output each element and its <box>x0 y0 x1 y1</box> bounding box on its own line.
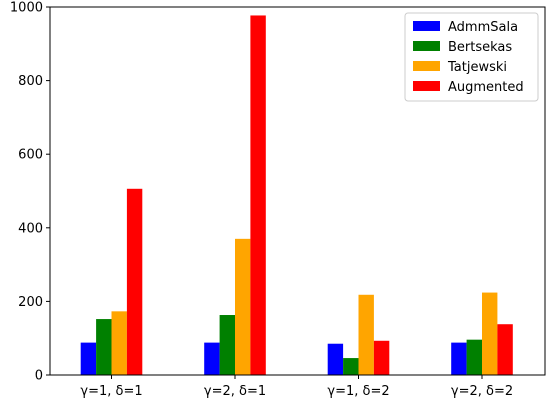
legend-swatch <box>413 81 440 91</box>
legend-swatch <box>413 41 440 51</box>
legend-label: AdmmSala <box>448 20 518 35</box>
legend-swatch <box>413 61 440 71</box>
legend-label: Tatjewski <box>447 60 507 75</box>
bar-bertsekas-3 <box>466 339 482 375</box>
plot-frame <box>49 6 546 376</box>
y-tick-label: 0 <box>35 369 43 384</box>
legend-swatch <box>413 21 440 31</box>
y-tick-label: 800 <box>18 74 43 89</box>
legend-label: Augmented <box>448 80 524 95</box>
bar-admmsala-3 <box>451 342 467 375</box>
y-tick-label: 400 <box>18 221 43 236</box>
y-tick-label: 1000 <box>10 1 43 16</box>
bar-augmented-1 <box>250 15 266 376</box>
bars-layer <box>80 15 513 376</box>
bar-tatjewski-1 <box>235 238 251 375</box>
legend-label: Bertsekas <box>448 40 512 55</box>
bar-bertsekas-0 <box>96 319 112 375</box>
x-tick-label: γ=2, δ=2 <box>451 384 513 399</box>
bar-admmsala-2 <box>327 343 344 375</box>
y-tick-label: 600 <box>18 148 43 163</box>
x-axis: γ=1, δ=1 γ=2, δ=1 γ=1, δ=2 γ=2, δ=2 <box>80 375 513 399</box>
x-tick-label: γ=1, δ=2 <box>327 384 389 399</box>
bar-tatjewski-2 <box>358 294 374 375</box>
bar-augmented-0 <box>126 188 143 375</box>
legend-box <box>404 12 539 102</box>
y-axis: 0 200 400 600 800 1000 <box>10 1 50 384</box>
x-tick-label: γ=1, δ=1 <box>80 384 142 399</box>
bar-bertsekas-2 <box>343 358 359 375</box>
bar-tatjewski-3 <box>482 292 498 375</box>
bar-augmented-3 <box>497 324 513 375</box>
bar-bertsekas-1 <box>219 315 235 375</box>
bar-admmsala-1 <box>204 342 220 375</box>
bar-admmsala-0 <box>80 342 97 375</box>
bar-tatjewski-0 <box>111 311 127 375</box>
legend: AdmmSala Bertsekas Tatjewski Augmented <box>404 12 539 102</box>
bar-augmented-2 <box>373 340 390 375</box>
y-tick-label: 200 <box>18 295 43 310</box>
x-tick-label: γ=2, δ=1 <box>204 384 266 399</box>
